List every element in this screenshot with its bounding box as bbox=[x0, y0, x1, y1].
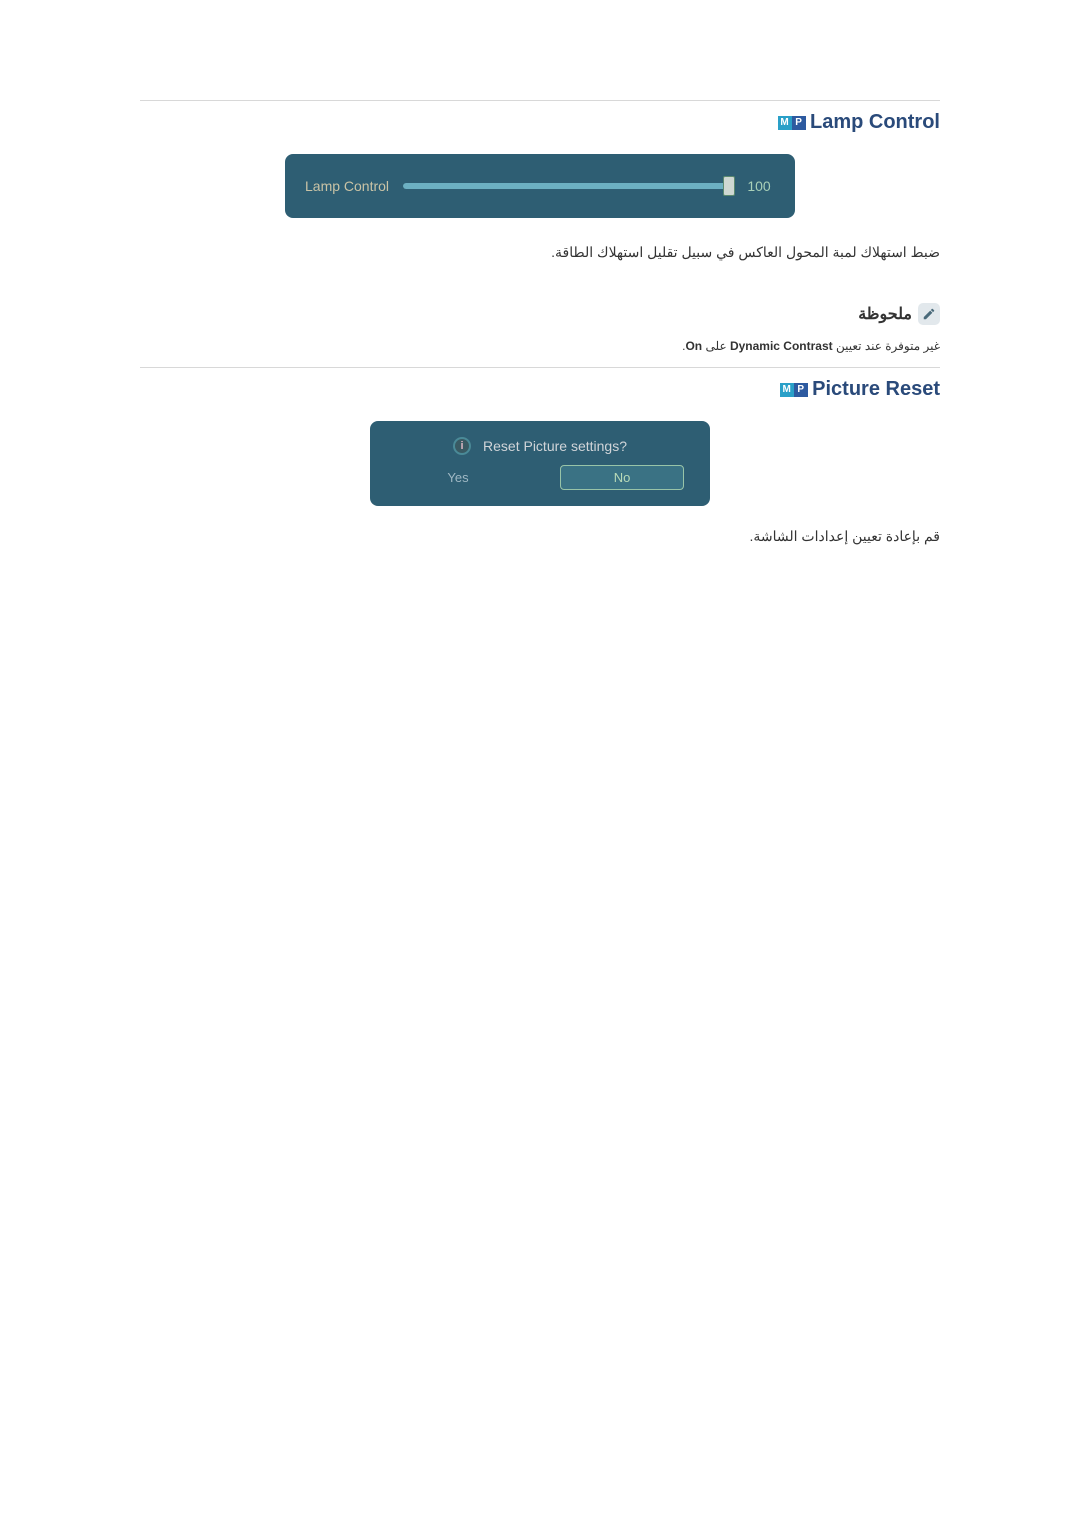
no-button[interactable]: No bbox=[560, 465, 684, 490]
mp-m-icon: M bbox=[778, 116, 792, 130]
lamp-slider[interactable] bbox=[403, 183, 729, 189]
document-page: M P Lamp Control Lamp Control 100 ضبط اس… bbox=[0, 0, 1080, 753]
note-text: غير متوفرة عند تعيين Dynamic Contrast عل… bbox=[140, 337, 940, 355]
reset-dialog: i Reset Picture settings? Yes No bbox=[370, 421, 710, 506]
lamp-control-heading: M P Lamp Control bbox=[140, 111, 940, 134]
separator bbox=[140, 367, 940, 368]
info-icon: i bbox=[453, 437, 471, 455]
note-text-bold2: On bbox=[685, 339, 702, 353]
section-title-reset: Picture Reset bbox=[812, 378, 940, 400]
mp-badge: M P bbox=[780, 383, 808, 397]
mp-m-icon: M bbox=[780, 383, 794, 397]
lamp-description: ضبط استهلاك لمبة المحول العاكس في سبيل ت… bbox=[140, 242, 940, 263]
mp-p-icon: P bbox=[794, 383, 808, 397]
picture-reset-heading: M P Picture Reset bbox=[140, 378, 940, 401]
reset-description: قم بإعادة تعيين إعدادات الشاشة. bbox=[140, 526, 940, 547]
note-icon bbox=[918, 303, 940, 325]
note-text-part2: على bbox=[702, 339, 730, 353]
note-text-part1: غير متوفرة عند تعيين bbox=[833, 339, 940, 353]
lamp-label: Lamp Control bbox=[305, 178, 389, 194]
reset-question-row: i Reset Picture settings? bbox=[388, 437, 692, 455]
mp-p-icon: P bbox=[792, 116, 806, 130]
mp-badge: M P bbox=[778, 116, 806, 130]
section-title-lamp: Lamp Control bbox=[810, 111, 940, 133]
lamp-slider-fill bbox=[403, 183, 729, 189]
lamp-slider-thumb[interactable] bbox=[723, 176, 735, 196]
pencil-icon bbox=[922, 307, 936, 321]
note-title: ملحوظة bbox=[858, 304, 912, 324]
note-text-bold1: Dynamic Contrast bbox=[730, 339, 833, 353]
lamp-control-panel: Lamp Control 100 bbox=[285, 154, 795, 218]
reset-question: Reset Picture settings? bbox=[483, 438, 627, 454]
note-heading: ملحوظة bbox=[140, 303, 940, 325]
yes-button[interactable]: Yes bbox=[396, 465, 520, 490]
lamp-value: 100 bbox=[743, 178, 775, 194]
reset-buttons: Yes No bbox=[388, 465, 692, 490]
separator bbox=[140, 100, 940, 101]
